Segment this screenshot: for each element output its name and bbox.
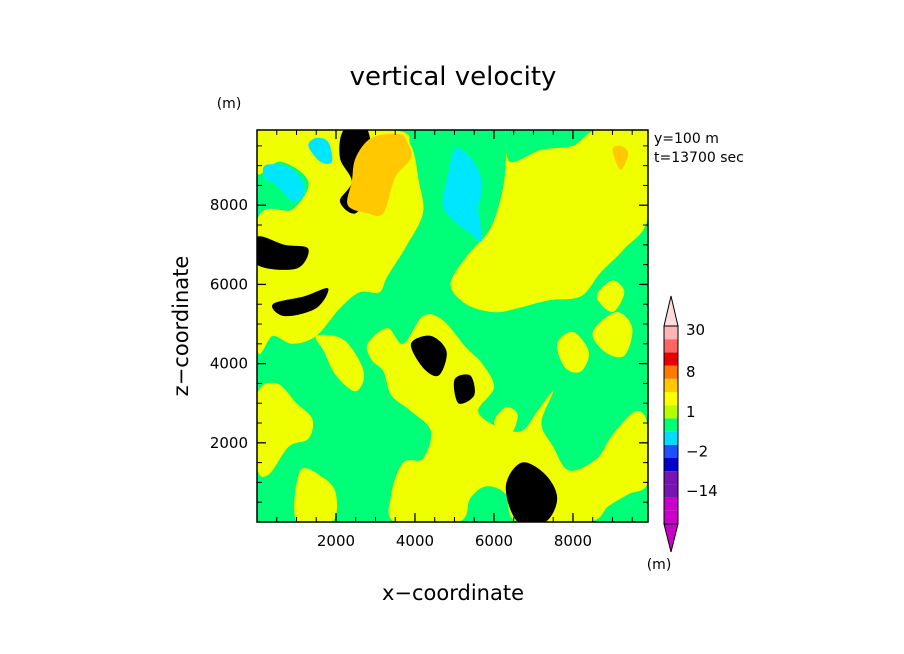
colorbar-band: [664, 458, 678, 471]
x-tick-label: 6000: [475, 532, 513, 550]
colorbar-band: [664, 405, 678, 418]
plot-area: [246, 123, 653, 527]
colorbar-band: [664, 418, 678, 431]
y-units-label: (m): [217, 96, 242, 112]
colorbar-band: [664, 498, 678, 511]
x-axis-title: x−coordinate: [382, 581, 524, 605]
chart-title: vertical velocity: [350, 62, 557, 92]
colorbar-min-arrow: [664, 524, 678, 552]
colorbar-band: [664, 379, 678, 392]
x-tick-labels: 2000 4000 6000 8000: [317, 532, 592, 550]
colorbar-label: 1: [686, 403, 696, 421]
colorbar-label: −14: [686, 482, 718, 500]
colorbar: [664, 296, 678, 552]
colorbar-units-label: (m): [647, 557, 672, 573]
colorbar-band: [664, 471, 678, 484]
y-axis-title: z−coordinate: [169, 256, 193, 397]
colorbar-band: [664, 484, 678, 497]
annotation-t: t=13700 sec: [654, 150, 744, 166]
x-tick-label: 2000: [317, 532, 355, 550]
colorbar-band: [664, 445, 678, 458]
colorbar-band: [664, 511, 678, 524]
colorbar-label: 8: [686, 363, 696, 381]
y-tick-label: 8000: [210, 196, 248, 214]
colorbar-band: [664, 392, 678, 405]
colorbar-band: [664, 366, 678, 379]
x-tick-label: 4000: [396, 532, 434, 550]
y-tick-label: 2000: [210, 434, 248, 452]
x-tick-label: 8000: [554, 532, 592, 550]
colorbar-label: −2: [686, 442, 708, 460]
annotation-y: y=100 m: [654, 131, 719, 147]
colorbar-max-arrow: [664, 296, 678, 326]
colorbar-labels: 30 8 1 −2 −14: [686, 321, 718, 500]
colorbar-label: 30: [686, 321, 705, 339]
colorbar-band: [664, 339, 678, 352]
colorbar-band: [664, 352, 678, 365]
y-tick-label: 4000: [210, 355, 248, 373]
colorbar-band: [664, 432, 678, 445]
y-tick-labels: 2000 4000 6000 8000: [210, 196, 248, 452]
colorbar-band: [664, 326, 678, 339]
y-tick-label: 6000: [210, 275, 248, 293]
